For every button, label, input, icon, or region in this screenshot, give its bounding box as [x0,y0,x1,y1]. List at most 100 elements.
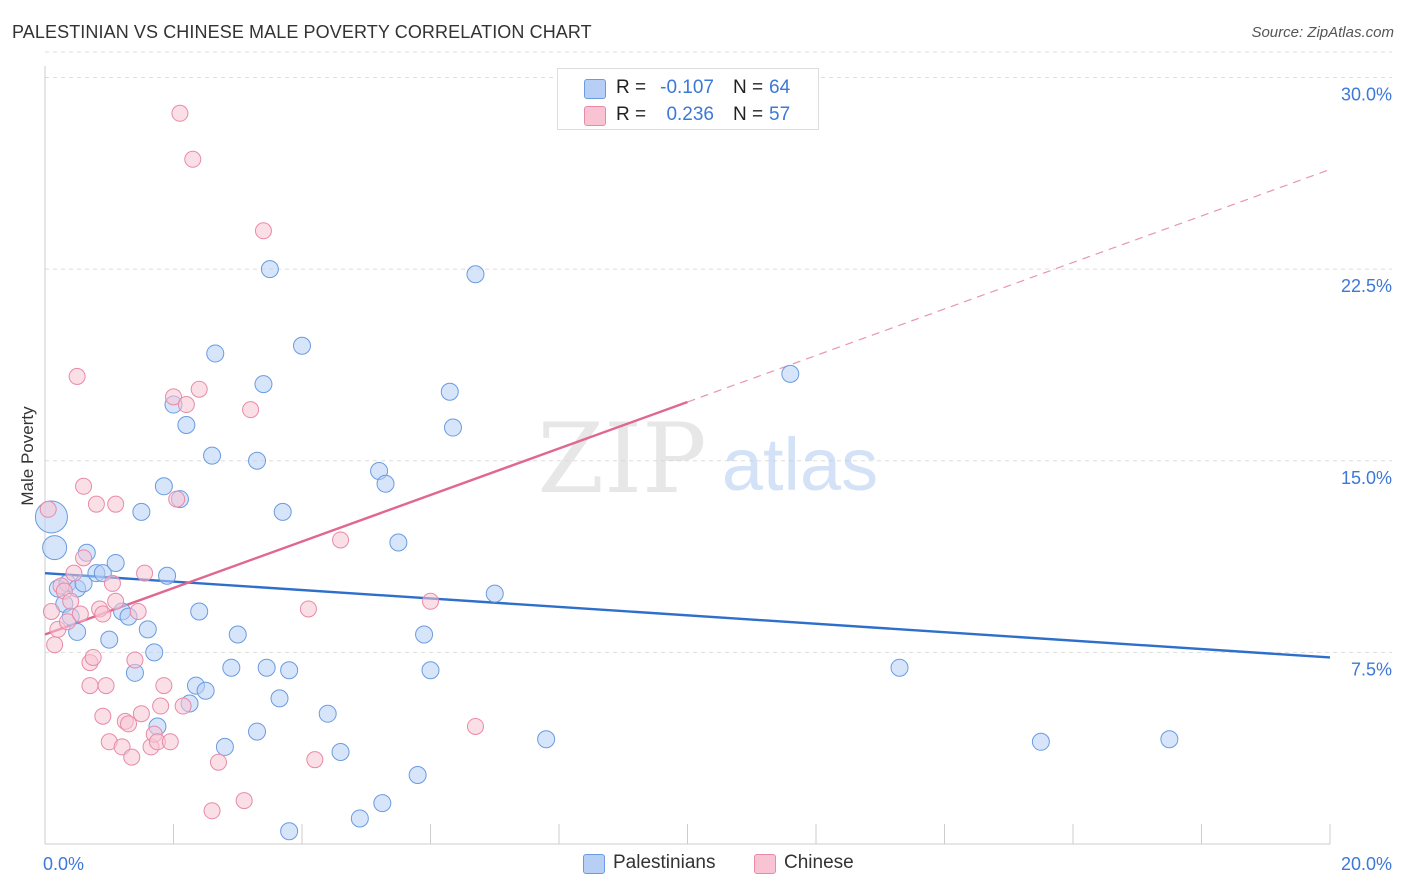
palestinians-point [106,553,125,572]
chinese-point [190,380,208,398]
chinese-point [71,605,89,623]
chinese-point [84,648,102,666]
x-tick-label-min: 0.0% [43,854,84,874]
chinese-point [177,396,195,414]
palestinians-point [206,344,225,363]
chinese-point [203,802,221,820]
palestinians-point [890,658,909,677]
chinese-point [94,707,112,725]
palestinians-point [421,661,440,680]
chinese-point [107,592,125,610]
n-label: N = [733,104,764,125]
chinese-point [107,495,125,513]
palestinians-point [1031,732,1050,751]
chinese-point [136,564,154,582]
n-label: N = [733,77,764,98]
chinese-point [306,751,324,769]
chinese-point [46,636,64,654]
stats-row-chinese: R = 0.236 N = 57 [558,102,818,128]
chinese-trend-line-extension [687,168,1331,403]
y-axis-label: Male Poverty [18,406,37,506]
chinese-point [155,677,173,695]
chinese-point [81,677,99,695]
palestinians-point [443,418,462,437]
watermark-atlas: atlas [722,423,878,506]
palestinians-point [203,446,222,465]
chinese-point [242,401,260,419]
watermark: ZIP atlas [537,403,878,515]
r-label: R = [616,104,647,125]
chinese-point [168,490,186,508]
chinese-point [422,592,439,610]
y-tick-label: 7.5% [1351,659,1392,679]
palestinians-point [215,737,234,756]
palestinians-point [177,415,196,434]
chinese-point [42,602,60,620]
chinese-point [120,715,138,733]
n-value: 64 [769,77,791,98]
palestinians-point [228,625,247,644]
chinese-point [299,600,317,618]
chinese-point [174,697,192,715]
chinese-point [123,748,141,766]
n-value: 57 [769,104,791,125]
palestinians-point [138,620,157,639]
palestinians-point [190,602,209,621]
palestinians-point [196,681,215,700]
palestinians-point [42,535,68,561]
palestinians-point [273,502,292,521]
chinese-point [171,104,189,122]
chinese-point [62,592,80,610]
stats-legend-box: R = -0.107 N = 64 R = 0.236 N = 57 [557,68,819,130]
chinese-point [103,574,121,592]
chinese-point [87,495,105,513]
palestinians-point [466,265,485,284]
chart-title: PALESTINIAN VS CHINESE MALE POVERTY CORR… [12,22,592,42]
palestinians-point [440,382,459,401]
chinese-point [466,717,484,735]
r-value: 0.236 [666,104,714,125]
chinese-point [165,388,182,406]
r-value: -0.107 [660,77,714,98]
palestinians-point [293,336,311,355]
chinese-point [97,677,115,695]
y-tick-label: 15.0% [1341,468,1392,488]
palestinians-point [781,364,800,383]
chinese-point [126,651,144,669]
palestinians-point [331,743,350,762]
y-tick-label: 30.0% [1341,85,1392,105]
chinese-point [129,602,147,620]
palestinians-point [100,630,119,649]
x-tick-label-max: 20.0% [1341,854,1392,874]
chinese-point [209,753,227,771]
chinese-point [68,367,86,385]
palestinians-point [132,502,151,521]
palestinians-point [485,584,504,603]
trend-lines [44,168,1331,659]
chinese-point [75,549,93,567]
chinese-point [94,605,112,623]
palestinians-point [145,643,164,662]
data-points [34,79,1179,841]
palestinians-point [254,375,273,394]
palestinians-point [389,533,408,552]
chinese-point [58,613,76,631]
legend-label-chinese: Chinese [784,852,854,873]
palestinians-swatch [584,79,606,99]
palestinians-point [318,704,337,723]
chinese-point [184,150,202,168]
chinese-point [235,792,253,810]
legend-label-palestinians: Palestinians [613,852,716,873]
palestinians-point [248,722,267,741]
legend-swatch-chinese [754,854,776,874]
tick-labels: 7.5% 15.0% 22.5% 30.0% 0.0% 20.0% [43,85,1392,875]
palestinians-point [158,566,177,585]
palestinians-trend-line [44,571,1331,659]
chinese-point [332,531,350,549]
palestinians-point [248,451,267,470]
palestinians-point [1160,730,1179,749]
r-label: R = [616,77,647,98]
palestinians-point [260,260,279,279]
chinese-trend-line [44,400,688,636]
